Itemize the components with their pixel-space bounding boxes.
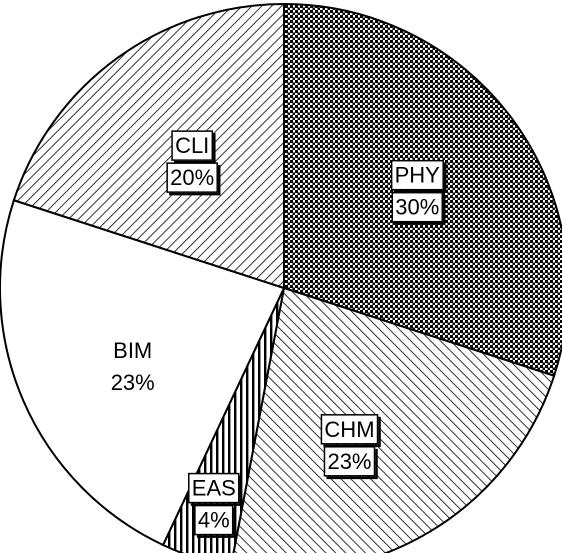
slice-label-cli: CLI 20% [166,130,221,196]
label-box [320,414,379,445]
label-box [323,446,376,477]
slice-name: EAS [192,476,236,501]
slice-label-chm: CHM 23% [320,414,381,480]
pie-slice-bim [0,198,286,547]
label-box [171,130,214,161]
label-box [391,191,444,223]
slice-name: PHY [395,163,441,188]
slice-label-bim: BIM 23% [111,338,155,395]
label-box-shadow [190,475,243,506]
slice-name: CLI [175,133,209,158]
label-box [166,162,218,193]
pie-labels: PHY 30% CHM 23% EAS 4% BIM 23% CLI 20% [111,130,447,538]
label-box-shadow [326,448,378,480]
label-box [188,472,240,504]
label-box [194,504,234,536]
slice-name: BIM [113,338,152,363]
label-box [390,159,444,191]
slice-percent: 30% [395,195,439,220]
slice-label-phy: PHY 30% [390,159,447,225]
label-box-shadow [196,507,236,538]
pie-slice-cli [12,2,285,290]
slice-label-eas: EAS 4% [188,472,243,538]
slice-percent: 4% [198,508,230,533]
slice-name: CHM [324,417,374,442]
slice-percent: 20% [170,165,214,190]
slice-percent: 23% [111,370,155,395]
label-box-shadow [169,165,221,196]
label-box-shadow [393,162,447,193]
label-box-shadow [174,133,216,164]
slice-percent: 23% [327,449,371,474]
label-box-shadow [394,194,446,225]
label-box-shadow [323,416,381,448]
pie-slice-chm [232,286,556,553]
